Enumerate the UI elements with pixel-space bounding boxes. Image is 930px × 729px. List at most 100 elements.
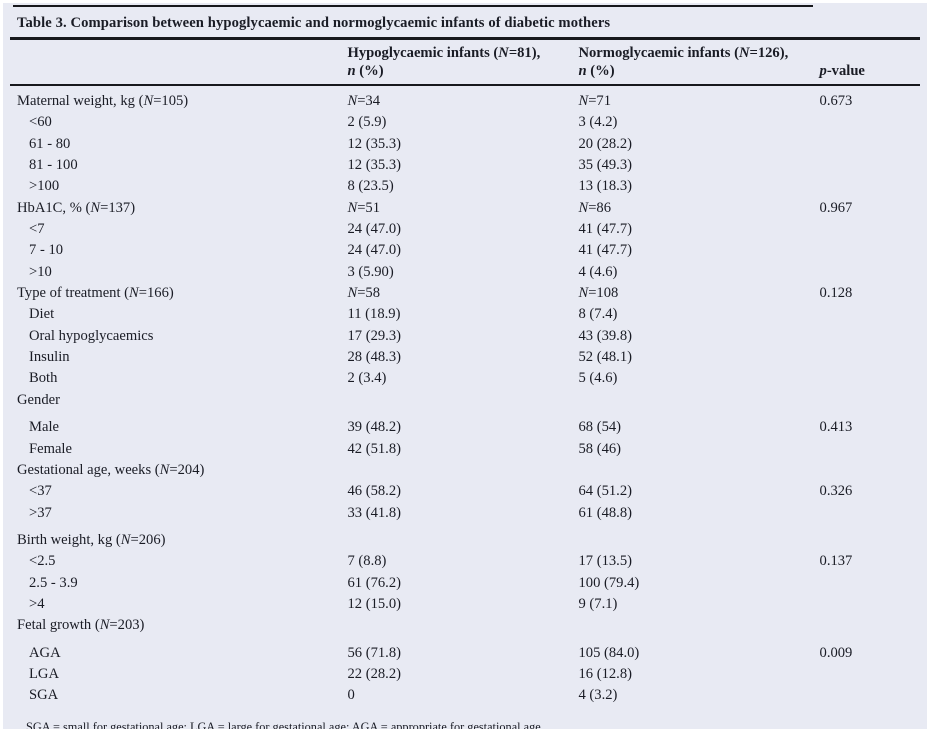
table-row: >10 3 (5.90) 4 (4.6) — [10, 262, 920, 283]
cell-hypoglycaemic: 12 (35.3) — [347, 135, 401, 152]
row-label: <37 — [29, 483, 52, 500]
cell-pvalue — [820, 594, 920, 615]
cell-normoglycaemic: N=86 — [578, 199, 612, 216]
table-title: Table 3. Comparison between hypoglycaemi… — [10, 7, 920, 40]
table-row: 7 - 10 24 (47.0) 41 (47.7) — [10, 240, 920, 261]
cell-pvalue — [820, 390, 920, 411]
table-row: HbA1C, % (N=137) N=51 N=86 0.967 — [10, 198, 920, 219]
table-container: Table 3. Comparison between hypoglycaemi… — [10, 7, 920, 729]
cell-normoglycaemic: 16 (12.8) — [578, 665, 632, 682]
cell-hypoglycaemic: 42 (51.8) — [347, 440, 401, 457]
row-label: LGA — [29, 665, 59, 682]
table-row: Both 2 (3.4) 5 (4.6) — [10, 368, 920, 389]
cell-normoglycaemic: 105 (84.0) — [578, 644, 640, 661]
cell-normoglycaemic: 8 (7.4) — [578, 306, 618, 323]
cell-normoglycaemic: 43 (39.8) — [578, 327, 632, 344]
row-label: <7 — [29, 221, 45, 238]
cell-hypoglycaemic: 8 (23.5) — [347, 178, 394, 195]
row-label: SGA — [29, 687, 59, 704]
cell-hypoglycaemic — [347, 390, 578, 411]
cell-hypoglycaemic: 7 (8.8) — [347, 553, 387, 570]
row-label: Type of treatment (N=166) — [17, 285, 174, 302]
row-label: <60 — [29, 114, 52, 131]
cell-pvalue: 0.326 — [819, 483, 853, 500]
top-rule — [13, 5, 813, 7]
cell-hypoglycaemic: 28 (48.3) — [347, 349, 401, 366]
cell-pvalue — [820, 112, 920, 133]
row-label: >100 — [29, 178, 60, 195]
cell-hypoglycaemic: 17 (29.3) — [347, 327, 401, 344]
cell-normoglycaemic: 35 (49.3) — [578, 157, 632, 174]
row-label: Diet — [29, 306, 55, 323]
cell-hypoglycaemic: N=58 — [347, 285, 381, 302]
table-row: AGA 56 (71.8) 105 (84.0) 0.009 — [10, 637, 920, 664]
row-label: Female — [29, 440, 72, 457]
cell-normoglycaemic: 4 (4.6) — [578, 263, 618, 280]
cell-normoglycaemic: 20 (28.2) — [578, 135, 632, 152]
cell-pvalue: 0.967 — [819, 199, 853, 216]
table-row: <37 46 (58.2) 64 (51.2) 0.326 — [10, 481, 920, 502]
cell-normoglycaemic — [578, 460, 819, 481]
cell-normoglycaemic: 5 (4.6) — [578, 370, 618, 387]
cell-pvalue: 0.128 — [819, 285, 853, 302]
cell-pvalue — [820, 219, 920, 240]
cell-pvalue — [820, 439, 920, 460]
row-label: Birth weight, kg (N=206) — [17, 531, 166, 548]
cell-hypoglycaemic — [347, 524, 578, 551]
table-row: LGA 22 (28.2) 16 (12.8) — [10, 664, 920, 685]
table-row: Gestational age, weeks (N=204) — [10, 460, 920, 481]
cell-pvalue — [820, 155, 920, 176]
row-label: Maternal weight, kg (N=105) — [17, 93, 189, 109]
cell-hypoglycaemic: N=34 — [347, 93, 381, 109]
table-row: Birth weight, kg (N=206) — [10, 524, 920, 551]
cell-pvalue — [820, 347, 920, 368]
cell-pvalue — [820, 176, 920, 197]
table-header: Hypoglycaemic infants (N=81), n (%) Norm… — [10, 40, 920, 86]
cell-pvalue — [820, 573, 920, 594]
cell-pvalue — [820, 134, 920, 155]
cell-pvalue — [820, 524, 920, 551]
cell-normoglycaemic: 68 (54) — [578, 419, 622, 436]
cell-hypoglycaemic: 12 (15.0) — [347, 595, 401, 612]
col-header-hypoglycaemic-line1: Hypoglycaemic infants (N=81), — [347, 45, 541, 61]
cell-pvalue — [820, 460, 920, 481]
col-header-empty — [10, 40, 348, 86]
cell-hypoglycaemic: 24 (47.0) — [347, 221, 401, 238]
table-body: Maternal weight, kg (N=105) N=34 N=71 0.673… — [10, 85, 920, 707]
cell-hypoglycaemic: 22 (28.2) — [347, 665, 401, 682]
cell-pvalue: 0.137 — [819, 553, 853, 570]
table-row: Type of treatment (N=166) N=58 N=108 0.128 — [10, 283, 920, 304]
cell-hypoglycaemic: 24 (47.0) — [347, 242, 401, 259]
comparison-table: Hypoglycaemic infants (N=81), n (%) Norm… — [10, 40, 920, 707]
cell-normoglycaemic — [578, 524, 819, 551]
row-label: Gestational age, weeks (N=204) — [17, 461, 205, 478]
table-row: 61 - 80 12 (35.3) 20 (28.2) — [10, 134, 920, 155]
table-row: Insulin 28 (48.3) 52 (48.1) — [10, 347, 920, 368]
row-label: Insulin — [29, 349, 70, 366]
header-row: Hypoglycaemic infants (N=81), n (%) Norm… — [10, 40, 920, 86]
cell-pvalue — [820, 326, 920, 347]
table-row: >4 12 (15.0) 9 (7.1) — [10, 594, 920, 615]
cell-normoglycaemic: N=71 — [578, 93, 612, 109]
cell-normoglycaemic: 3 (4.2) — [578, 114, 618, 131]
cell-hypoglycaemic: 0 — [347, 687, 355, 704]
cell-pvalue: 0.009 — [819, 644, 853, 661]
table-row: <60 2 (5.9) 3 (4.2) — [10, 112, 920, 133]
cell-normoglycaemic: N=108 — [578, 285, 619, 302]
cell-normoglycaemic: 41 (47.7) — [578, 221, 632, 238]
cell-hypoglycaemic — [347, 460, 578, 481]
col-header-normoglycaemic: Normoglycaemic infants (N=126), n (%) — [578, 40, 820, 86]
cell-normoglycaemic — [578, 615, 819, 636]
cell-pvalue — [820, 685, 920, 706]
table-row: <7 24 (47.0) 41 (47.7) — [10, 219, 920, 240]
table-row: 81 - 100 12 (35.3) 35 (49.3) — [10, 155, 920, 176]
cell-hypoglycaemic: 3 (5.90) — [347, 263, 394, 280]
row-label: <2.5 — [29, 553, 56, 570]
cell-hypoglycaemic: 56 (71.8) — [347, 644, 401, 661]
cell-hypoglycaemic: 2 (5.9) — [347, 114, 387, 131]
row-label: HbA1C, % (N=137) — [17, 199, 136, 216]
cell-normoglycaemic — [578, 390, 819, 411]
cell-pvalue: 0.413 — [819, 419, 853, 436]
row-label: >37 — [29, 504, 52, 521]
